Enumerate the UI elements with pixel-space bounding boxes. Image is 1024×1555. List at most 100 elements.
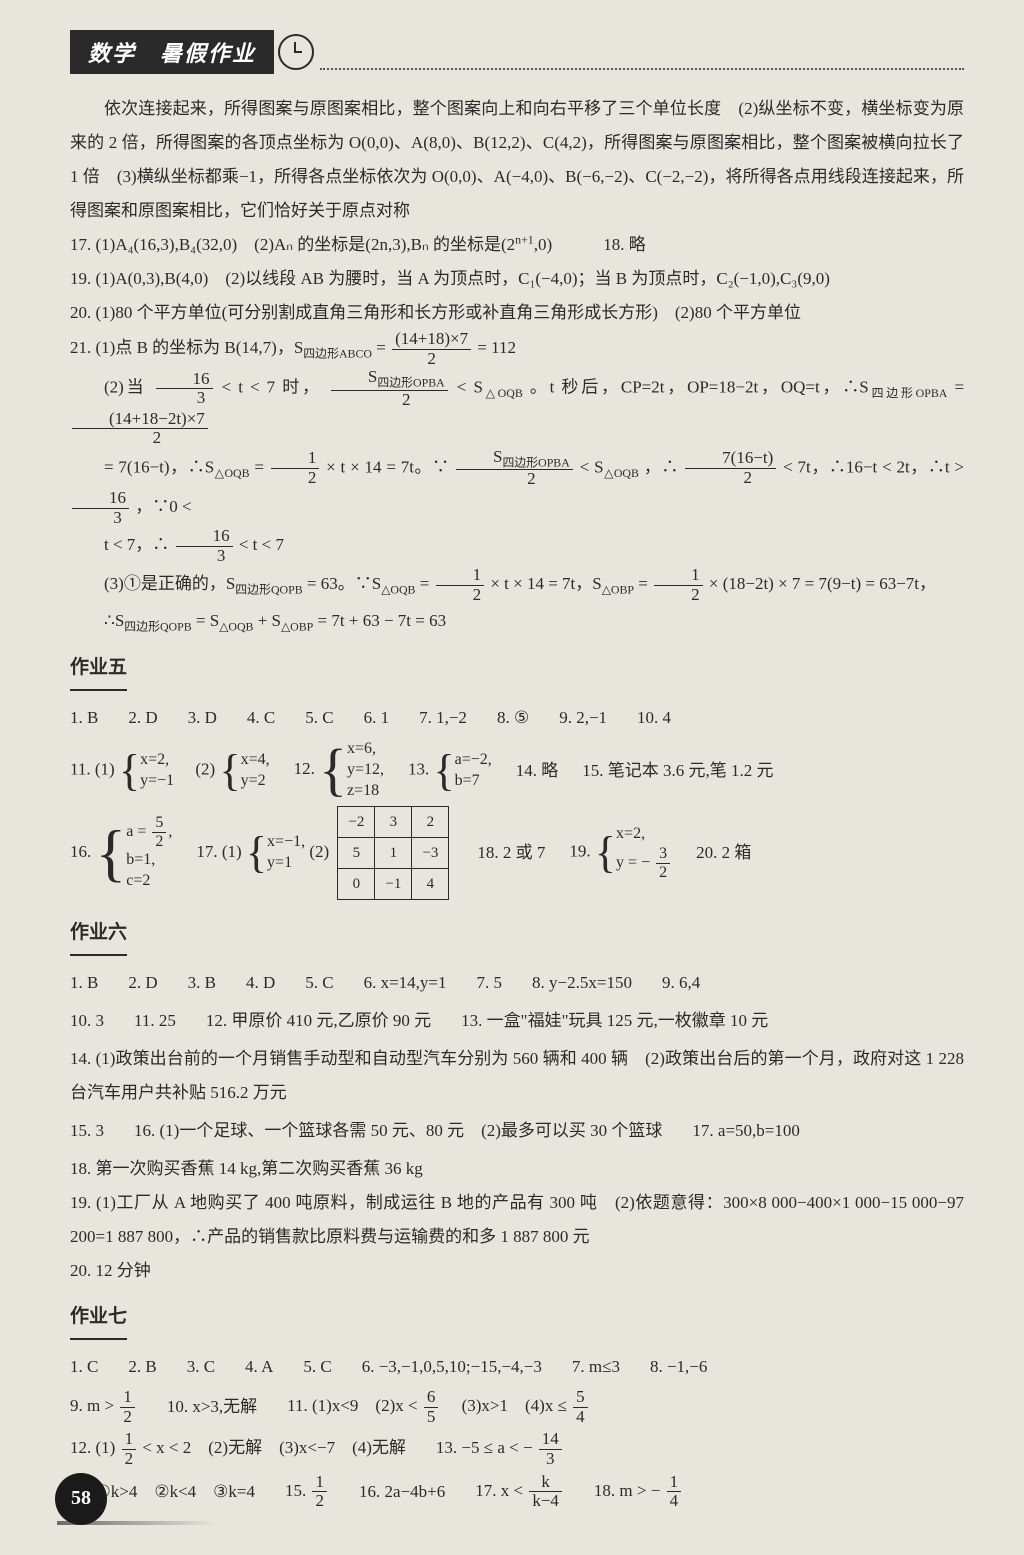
a: 7. m≤3: [572, 1350, 620, 1384]
c: 3: [375, 806, 412, 837]
a: 1. B: [70, 701, 98, 735]
c: −2: [338, 806, 375, 837]
s: 四边形OPBA: [869, 386, 948, 400]
l: 19.: [569, 842, 590, 861]
t: ,: [168, 823, 172, 840]
t: S: [368, 367, 377, 386]
t: 12. (1): [70, 1438, 115, 1457]
frac-big: (14+18−2t)×72: [72, 410, 208, 448]
n: S四边形OPBA: [456, 448, 573, 470]
f: 14: [667, 1473, 682, 1511]
n: 1: [271, 449, 320, 469]
q17: 17. (1)A₄(16,3),B₄(32,0) (2)Aₙ 的坐标是(2n,3…: [70, 228, 964, 262]
sec6-row3: 15. 3 16. (1)一个足球、一个篮球各需 50 元、80 元 (2)最多…: [70, 1114, 964, 1148]
a: 6. x=14,y=1: [364, 966, 447, 1000]
t: t < 7，∴: [104, 536, 174, 555]
d: 2: [656, 864, 670, 882]
frac-12b: 12: [436, 566, 485, 604]
n: 7(16−t): [685, 449, 776, 469]
a: 1. B: [70, 966, 98, 1000]
q19: 19. (1)A(0,3),B(4,0) (2)以线段 AB 为腰时，当 A 为…: [70, 262, 964, 296]
t: = 63。∵S: [307, 574, 381, 593]
d: 2: [72, 429, 208, 448]
s: △OQB: [381, 582, 415, 596]
header-title: 数学 暑假作业: [70, 30, 274, 74]
a: 7. 1,−2: [419, 701, 467, 735]
q19b: 19. { x=2, y = − 32: [569, 824, 672, 881]
a: 12. 甲原价 410 元,乙原价 90 元: [206, 1004, 431, 1038]
page-number: 58: [55, 1473, 107, 1525]
section-7-title: 作业七: [70, 1298, 127, 1340]
t: < S: [580, 457, 604, 476]
m: (2): [195, 760, 215, 779]
frac-163a: 163: [156, 370, 213, 408]
n: 14: [539, 1430, 562, 1450]
t: ，∴: [644, 457, 683, 476]
s: 四边形OPBA: [377, 376, 444, 390]
a: 5. C: [305, 966, 333, 1000]
t: 17. x <: [475, 1481, 527, 1500]
brace: {x=4,y=2: [219, 750, 269, 792]
t: < t < 7 时，: [222, 378, 322, 397]
frac-12a: 12: [271, 449, 320, 487]
q9: 9. m > 12: [70, 1388, 137, 1426]
l1: x=6,: [347, 740, 376, 757]
a: 5. C: [303, 1350, 331, 1384]
t: (3)①是正确的，S: [104, 574, 235, 593]
q13: 13. −5 ≤ a < − 143: [436, 1430, 564, 1468]
q18: 18. 略: [603, 235, 646, 254]
q18c: 18. m > − 14: [594, 1473, 683, 1511]
s: △OQB: [219, 620, 253, 634]
a: 5. C: [305, 701, 333, 735]
q12: 12. (1) 12 < x < 2 (2)无解 (3)x<−7 (4)无解: [70, 1430, 406, 1468]
d: 2: [685, 469, 776, 488]
d: 2: [654, 586, 703, 605]
d: 2: [436, 586, 485, 605]
l2: b=7: [455, 772, 480, 789]
a: 3. B: [188, 966, 216, 1000]
sec7-row2: 9. m > 12 10. x>3,无解 11. (1)x<9 (2)x < 6…: [70, 1388, 964, 1426]
l2: y = − 32: [616, 854, 672, 871]
q11: 11. (1) {x=2,y=−1 (2) {x=4,y=2: [70, 750, 270, 792]
a: 4. A: [245, 1350, 273, 1384]
q21-2: (2)当 163 < t < 7 时， S四边形OPBA2 < S△OQB 。t…: [70, 368, 964, 448]
magic-square: −232 51−3 0−14: [337, 806, 449, 900]
a: 2. D: [128, 701, 157, 735]
l2: y=12,: [347, 761, 384, 778]
f: 54: [573, 1388, 588, 1426]
q21-5: (3)①是正确的，S四边形QOPB = 63。∵S△OQB = 12 × t ×…: [70, 566, 964, 604]
frac-num: (14+18)×7: [392, 330, 471, 350]
f: 65: [424, 1388, 439, 1426]
q12: 12. {x=6,y=12,z=18: [294, 739, 384, 801]
brace: { x=2, y = − 32: [595, 824, 672, 881]
l1: a = 52,: [126, 823, 172, 840]
a: 2. B: [128, 1350, 156, 1384]
sec7-row4: 14. ①k>4 ②k<4 ③k=4 15. 12 16. 2a−4b+6 17…: [70, 1473, 964, 1511]
a: 6. −3,−1,0,5,10;−15,−4,−3: [362, 1350, 542, 1384]
t: (2)当: [104, 378, 154, 397]
t: =: [254, 457, 268, 476]
d: 2: [152, 833, 166, 851]
t: =: [420, 574, 434, 593]
f: 143: [539, 1430, 562, 1468]
f: 32: [656, 845, 670, 881]
f: 12: [120, 1388, 135, 1426]
a: 6. 1: [364, 701, 390, 735]
d: 4: [667, 1492, 682, 1511]
page: 数学 暑假作业 依次连接起来，所得图案与原图案相比，整个图案向上和向右平移了三个…: [0, 0, 1024, 1555]
t: ，∵0 <: [135, 497, 191, 516]
l3: c=2: [126, 872, 150, 889]
n: 1: [312, 1473, 327, 1493]
sec5-row3: 16. { a = 52, b=1, c=2 17. (1) {x=−1,y=1…: [70, 806, 964, 900]
d: 4: [573, 1408, 588, 1427]
d: 2: [271, 469, 320, 488]
c: 5: [338, 837, 375, 868]
a: 1. C: [70, 1350, 98, 1384]
a: 16. (1)一个足球、一个篮球各需 50 元、80 元 (2)最多可以买 30…: [134, 1114, 662, 1148]
l1: x=4,: [241, 751, 270, 768]
frac-S: S四边形OPBA2: [331, 368, 448, 409]
section-5-title: 作业五: [70, 649, 127, 691]
n: 1: [654, 566, 703, 586]
sec7-row1: 1. C 2. B 3. C 4. A 5. C 6. −3,−1,0,5,10…: [70, 1350, 964, 1384]
q21-6: ∴S四边形QOPB = S△OQB + S△OBP = 7t + 63 − 7t…: [70, 604, 964, 639]
